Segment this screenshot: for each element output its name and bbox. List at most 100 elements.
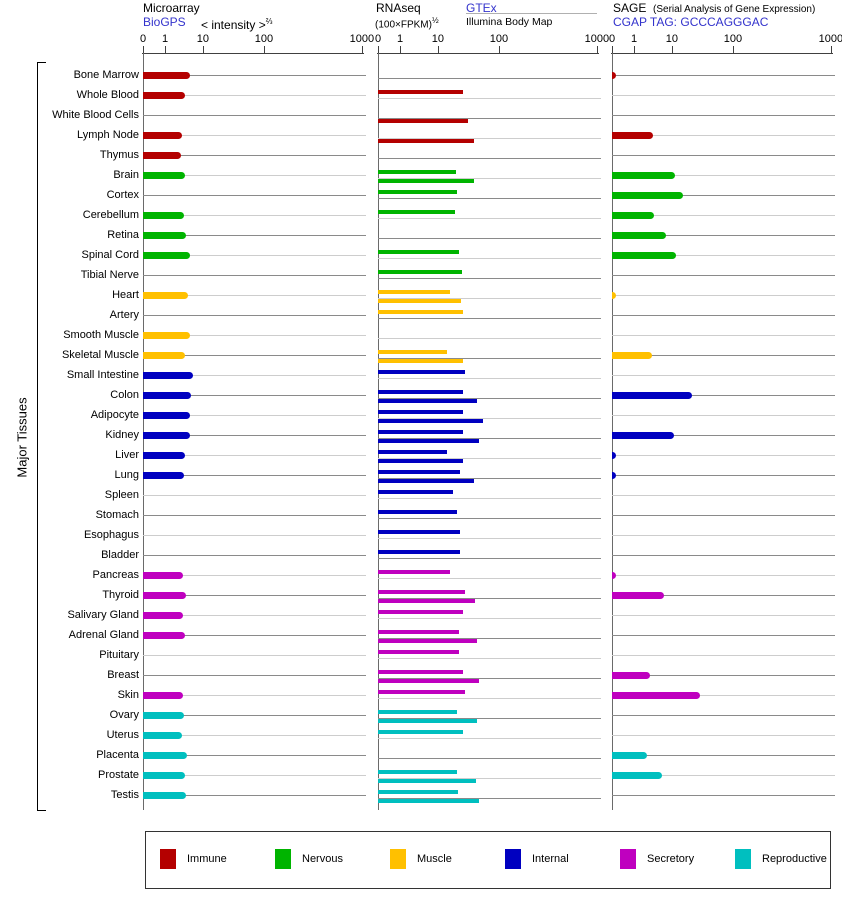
row-guide-line bbox=[143, 635, 366, 636]
axis-tick bbox=[437, 46, 439, 53]
legend-swatch-nervous bbox=[275, 849, 291, 869]
tissue-label: White Blood Cells bbox=[52, 109, 139, 121]
bar-rnaseq-illumina bbox=[378, 439, 480, 443]
row-guide-line bbox=[378, 718, 601, 719]
bar-rnaseq-illumina bbox=[378, 779, 476, 783]
axis-tick-label: 100 bbox=[489, 33, 509, 45]
legend-label: Muscle bbox=[417, 853, 452, 865]
axis-tick bbox=[143, 46, 144, 53]
bar-rnaseq-gtex bbox=[378, 430, 463, 434]
tissue-label: Uterus bbox=[106, 729, 139, 741]
row-guide-line bbox=[378, 558, 601, 559]
plot-area: 0 1 10 100 1000 0 1 10 100 1000 0 1 10 100 1000 Bone Ma… bbox=[52, 33, 842, 810]
bar-microarray bbox=[143, 632, 186, 639]
axis-tick-label: 0 bbox=[374, 33, 382, 45]
row-guide-line bbox=[378, 118, 601, 119]
row-guide-line bbox=[612, 455, 835, 456]
row-guide-line bbox=[143, 755, 366, 756]
row-guide-line bbox=[612, 655, 835, 656]
row-guide-line bbox=[378, 238, 601, 239]
bar-rnaseq-gtex bbox=[378, 670, 464, 674]
axis-tick-label: 1000 bbox=[349, 33, 375, 45]
row-guide-line bbox=[612, 695, 835, 696]
row-guide-line bbox=[378, 338, 601, 339]
tissue-label: Artery bbox=[109, 309, 139, 321]
row-guide-line bbox=[612, 215, 835, 216]
bar-sage bbox=[612, 572, 616, 579]
bar-rnaseq-gtex bbox=[378, 270, 462, 274]
tissue-label: Smooth Muscle bbox=[63, 329, 139, 341]
row-guide-line bbox=[378, 598, 601, 599]
bar-rnaseq-gtex bbox=[378, 310, 464, 314]
bar-sage bbox=[612, 172, 676, 179]
bar-rnaseq-gtex bbox=[378, 350, 448, 354]
row-guide-line bbox=[143, 195, 366, 196]
row-guide-line bbox=[143, 235, 366, 236]
row-guide-line bbox=[612, 255, 835, 256]
axis-tick bbox=[378, 46, 379, 53]
tissue-label: Spleen bbox=[104, 489, 139, 501]
bar-rnaseq-gtex bbox=[378, 550, 460, 554]
axis-tick-label: 0 bbox=[139, 33, 147, 45]
row-guide-line bbox=[378, 638, 601, 639]
tissue-label: Skin bbox=[117, 689, 139, 701]
row-guide-line bbox=[378, 578, 601, 579]
row-guide-line bbox=[612, 75, 835, 76]
legend-swatch-internal bbox=[505, 849, 521, 869]
bar-sage bbox=[612, 672, 650, 679]
row-guide-line bbox=[143, 455, 366, 456]
row-guide-line bbox=[612, 535, 835, 536]
bar-rnaseq-gtex bbox=[378, 710, 458, 714]
tissue-label: Ovary bbox=[109, 709, 139, 721]
bar-rnaseq-gtex bbox=[378, 290, 451, 294]
bar-sage bbox=[612, 212, 654, 219]
axis-tick bbox=[671, 46, 673, 53]
cgap-tag-link[interactable]: CGAP TAG: GCCCAGGGAC bbox=[613, 15, 769, 29]
rnaseq-exponent: ½ bbox=[431, 16, 439, 25]
axis-tick bbox=[634, 46, 635, 53]
row-guide-line bbox=[378, 798, 601, 799]
row-guide-line bbox=[612, 735, 835, 736]
tissue-label: Lung bbox=[114, 469, 139, 481]
bar-sage bbox=[612, 692, 700, 699]
bar-rnaseq-gtex bbox=[378, 650, 459, 654]
row-guide-line bbox=[143, 335, 366, 336]
biogps-link[interactable]: BioGPS bbox=[143, 15, 186, 29]
row-guide-line bbox=[143, 775, 366, 776]
row-guide-line bbox=[143, 495, 366, 496]
tissue-label: Prostate bbox=[98, 769, 139, 781]
bar-microarray bbox=[143, 732, 182, 739]
bar-rnaseq-illumina bbox=[378, 459, 463, 463]
axis-tick bbox=[361, 46, 363, 53]
tissue-label: Salivary Gland bbox=[67, 609, 139, 621]
bar-microarray bbox=[143, 172, 186, 179]
bar-rnaseq-illumina bbox=[378, 139, 474, 143]
row-guide-line bbox=[143, 215, 366, 216]
row-guide-line bbox=[612, 775, 835, 776]
row-guide-line bbox=[143, 575, 366, 576]
gtex-link[interactable]: GTEx bbox=[466, 1, 497, 15]
sage-title: SAGE (Serial Analysis of Gene Expression… bbox=[613, 1, 816, 15]
row-guide-line bbox=[612, 575, 835, 576]
row-guide-line bbox=[378, 658, 601, 659]
row-guide-line bbox=[378, 698, 601, 699]
bar-rnaseq-illumina bbox=[378, 299, 461, 303]
row-guide-line bbox=[612, 675, 835, 676]
row-guide-line bbox=[378, 418, 601, 419]
row-guide-line bbox=[143, 595, 366, 596]
bar-rnaseq-gtex bbox=[378, 190, 458, 194]
bar-rnaseq-gtex bbox=[378, 770, 458, 774]
bar-microarray bbox=[143, 392, 191, 399]
row-guide-line bbox=[143, 435, 366, 436]
row-guide-line bbox=[143, 155, 366, 156]
tissue-label: Heart bbox=[112, 289, 139, 301]
bar-rnaseq-gtex bbox=[378, 510, 457, 514]
x-axis-line-microarray bbox=[142, 53, 364, 54]
bar-rnaseq-illumina bbox=[378, 419, 483, 423]
row-guide-line bbox=[143, 275, 366, 276]
row-guide-line bbox=[143, 535, 366, 536]
row-guide-line bbox=[612, 315, 835, 316]
tissue-label: Testis bbox=[110, 789, 139, 801]
row-guide-line bbox=[143, 715, 366, 716]
bar-rnaseq-illumina bbox=[378, 479, 474, 483]
